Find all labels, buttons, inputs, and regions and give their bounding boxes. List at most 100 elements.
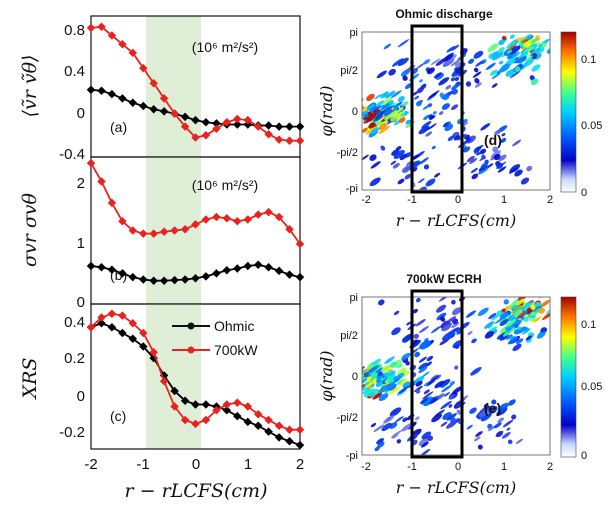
heat-cell-d-69 [370,127,380,134]
data-point-c-0-18 [274,433,284,442]
heat-cell-d-259 [447,135,455,141]
data-point-c-1-10 [191,419,200,429]
data-point-c-0-11 [201,400,211,409]
heat-cell-e-200 [540,327,548,334]
heat-cell-d-348 [435,57,447,66]
heat-cell-e-290 [491,399,497,405]
data-point-c-1-9 [180,415,190,425]
data-point-a-1-2 [107,31,117,40]
heat-cell-e-280 [452,386,463,395]
heat-cell-d-172 [526,34,533,40]
heat-cell-e-210 [525,335,533,341]
data-point-c-1-0 [86,322,96,332]
data-point-b-0-4 [128,272,138,282]
heat-cell-d-16 [378,118,389,127]
heat-cell-d-383 [418,157,429,165]
ytick-d-2: 0 [352,106,358,118]
heat-cell-d-229 [441,103,450,110]
ytick-b-0: 2 [77,175,85,192]
heat-cell-d-219 [500,63,511,72]
heat-cell-e-67 [362,384,365,392]
ytick-d-1: pi/2 [340,65,358,77]
heat-cell-d-149 [501,35,507,41]
cbar-tick-e-1: 0.05 [581,381,602,393]
heat-cell-e-151 [546,308,550,315]
heat-cell-d-250 [419,79,423,83]
heat-cell-d-245 [422,83,427,88]
heat-cell-e-354 [471,338,477,344]
data-point-a-0-19 [285,122,294,131]
heat-cell-e-162 [526,307,532,312]
heat-cell-e-215 [477,307,489,317]
heat-cell-d-248 [422,105,429,110]
data-point-b-1-9 [180,225,190,234]
heat-cell-d-96 [375,104,382,110]
data-point-b-0-6 [149,276,158,285]
heat-cell-e-219 [505,318,517,328]
heat-cell-d-276 [390,90,402,98]
cbar-tick-d-1: 0.05 [581,120,602,132]
heat-cell-d-371 [423,164,430,170]
heat-cell-e-171 [530,304,536,310]
plot-frame-c [90,303,301,450]
heat-cell-d-261 [423,59,431,65]
xtick-e-1: -1 [407,461,417,473]
heat-cell-e-221 [393,310,400,316]
heat-cell-e-203 [530,311,536,317]
heat-cell-d-336 [491,83,498,88]
heat-cell-d-369 [393,150,405,159]
heat-cell-e-310 [431,413,442,423]
heat-cell-d-101 [401,101,409,107]
heat-cell-e-170 [515,298,525,306]
heat-cell-d-347 [474,77,480,84]
heat-cell-d-343 [474,82,482,88]
heat-cell-e-331 [441,331,454,341]
heat-cell-d-315 [520,177,530,185]
data-point-b-1-13 [222,214,232,223]
heat-cell-e-174 [516,312,525,319]
heat-cell-d-333 [454,76,460,82]
ylabel-a: ⟨ṽr ṽθ⟩ [19,55,41,118]
heat-cell-d-358 [370,161,381,169]
data-point-a-0-3 [118,94,127,103]
heat-cell-d-281 [466,155,475,163]
heat-cell-e-337 [451,322,460,329]
ylabel-d: φ(rad) [317,85,336,136]
data-point-a-1-6 [149,78,158,88]
heat-cell-d-54 [379,124,385,129]
xtick-e-0: -2 [361,461,371,473]
heat-cell-d-213 [522,58,535,68]
heat-cell-e-116 [398,386,409,394]
data-point-a-1-12 [212,124,221,134]
heat-cell-e-247 [424,337,429,342]
heat-cell-e-61 [362,387,371,394]
heat-cell-d-256 [478,166,489,175]
data-point-b-0-9 [180,275,190,284]
heat-cell-d-180 [530,52,538,60]
data-point-b-0-15 [243,261,253,271]
heat-cell-d-312 [480,123,491,131]
heat-cell-d-278 [428,90,440,99]
data-point-b-0-19 [285,270,294,279]
heat-cell-e-50 [372,392,382,400]
heat-cell-e-192 [521,328,531,335]
heat-cell-d-100 [373,113,385,122]
heat-cell-e-359 [420,441,429,448]
heat-cell-d-214 [475,60,484,67]
data-point-c-0-14 [233,411,242,421]
heat-cell-e-296 [477,444,483,450]
data-point-a-0-18 [274,122,284,131]
heat-cell-e-371 [389,407,402,417]
data-point-c-0-16 [253,421,263,431]
heat-cell-e-281 [440,400,452,410]
data-point-c-0-3 [118,328,127,338]
xlabel-c: r − rLCFS(cm) [124,480,267,502]
heat-cell-d-179 [491,72,501,80]
heat-cell-d-316 [526,165,533,172]
data-point-a-1-3 [118,39,127,49]
heat-cell-d-274 [397,39,410,48]
heat-cell-e-336 [438,297,451,302]
heat-cell-d-200 [530,78,539,86]
heat-cell-e-245 [423,389,430,395]
heat-cell-d-382 [397,178,405,185]
